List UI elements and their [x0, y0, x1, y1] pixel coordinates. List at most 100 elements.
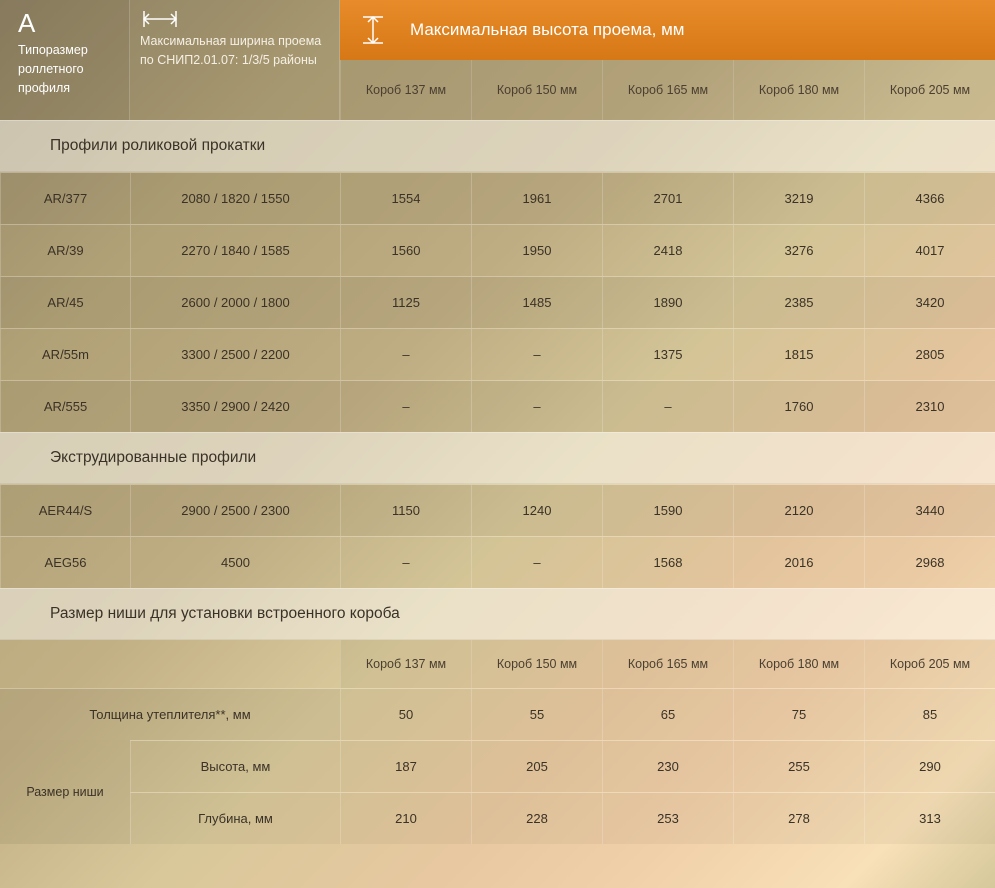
section-rows: AER44/S 2900 / 2500 / 2300 1150 1240 159…: [0, 484, 995, 588]
cell-value: 2418: [602, 225, 733, 276]
cell-value: 228: [471, 793, 602, 844]
header-col-profile: А Типоразмер роллетного профиля: [0, 0, 130, 120]
profile-name: AR/555: [0, 381, 130, 432]
box-col-header: Короб 137 мм: [340, 60, 471, 120]
box-col-header: Короб 180 мм: [733, 60, 864, 120]
cell-value: 1485: [471, 277, 602, 328]
cell-value: 2385: [733, 277, 864, 328]
cell-value: –: [471, 329, 602, 380]
header-col-width: Максимальная ширина проема по СНИП2.01.0…: [130, 0, 340, 120]
profile-width: 2270 / 1840 / 1585: [130, 225, 340, 276]
niche-depth-label: Глубина, мм: [130, 793, 340, 844]
cell-value: 1890: [602, 277, 733, 328]
cell-value: 1375: [602, 329, 733, 380]
profile-name: AR/45: [0, 277, 130, 328]
spacer: [0, 640, 340, 688]
profile-name: AR/39: [0, 225, 130, 276]
profile-width: 4500: [130, 537, 340, 588]
cell-value: 1150: [340, 485, 471, 536]
cell-value: 3276: [733, 225, 864, 276]
niche-header: Короб 137 мм Короб 150 мм Короб 165 мм К…: [0, 640, 995, 688]
cell-value: 65: [602, 689, 733, 740]
section-title: Экструдированные профили: [0, 432, 995, 484]
profile-name: AER44/S: [0, 485, 130, 536]
insulation-label: Толщина утеплителя**, мм: [0, 689, 340, 740]
cell-value: 2968: [864, 537, 995, 588]
profile-width: 2600 / 2000 / 1800: [130, 277, 340, 328]
box-col-header: Короб 180 мм: [733, 640, 864, 688]
cell-value: 1554: [340, 173, 471, 224]
section-rows: AR/377 2080 / 1820 / 1550 1554 1961 2701…: [0, 172, 995, 432]
niche-size-group: Размер ниши Высота, мм 187 205 230 255 2…: [0, 740, 995, 844]
table-row: AEG56 4500 – – 1568 2016 2968: [0, 536, 995, 588]
cell-value: 2016: [733, 537, 864, 588]
header-letter: А: [18, 8, 119, 39]
profile-width: 2080 / 1820 / 1550: [130, 173, 340, 224]
profile-name: AR/55m: [0, 329, 130, 380]
box-col-header: Короб 205 мм: [864, 60, 995, 120]
cell-value: 255: [733, 741, 864, 792]
cell-value: 230: [602, 741, 733, 792]
cell-value: 1590: [602, 485, 733, 536]
table-row: AR/39 2270 / 1840 / 1585 1560 1950 2418 …: [0, 224, 995, 276]
cell-value: 2120: [733, 485, 864, 536]
cell-value: –: [340, 329, 471, 380]
cell-value: –: [602, 381, 733, 432]
niche-depth-row: Глубина, мм 210 228 253 278 313: [130, 792, 995, 844]
niche-height-row: Высота, мм 187 205 230 255 290: [130, 740, 995, 792]
profile-width: 3300 / 2500 / 2200: [130, 329, 340, 380]
header-orange-bar: Максимальная высота проема, мм: [340, 0, 995, 60]
cell-value: 1568: [602, 537, 733, 588]
cell-value: 1240: [471, 485, 602, 536]
cell-value: 3219: [733, 173, 864, 224]
cell-value: 2310: [864, 381, 995, 432]
cell-value: 278: [733, 793, 864, 844]
niche-height-label: Высота, мм: [130, 741, 340, 792]
table-row: AR/377 2080 / 1820 / 1550 1554 1961 2701…: [0, 172, 995, 224]
niche-group-label: Размер ниши: [0, 740, 130, 844]
header-width-label: Максимальная ширина проема по СНИП2.01.0…: [140, 32, 329, 70]
cell-value: –: [340, 537, 471, 588]
header-right: Максимальная высота проема, мм Короб 137…: [340, 0, 995, 120]
table-row: AER44/S 2900 / 2500 / 2300 1150 1240 159…: [0, 484, 995, 536]
box-col-header: Короб 150 мм: [471, 60, 602, 120]
niche-insulation-row: Толщина утеплителя**, мм 50 55 65 75 85: [0, 688, 995, 740]
cell-value: 4366: [864, 173, 995, 224]
height-arrow-icon: [360, 13, 386, 47]
header-box-columns: Короб 137 мм Короб 150 мм Короб 165 мм К…: [340, 60, 995, 120]
table-row: AR/555 3350 / 2900 / 2420 – – – 1760 231…: [0, 380, 995, 432]
box-col-header: Короб 165 мм: [602, 640, 733, 688]
cell-value: 75: [733, 689, 864, 740]
cell-value: 210: [340, 793, 471, 844]
cell-value: –: [340, 381, 471, 432]
cell-value: 313: [864, 793, 995, 844]
cell-value: 2701: [602, 173, 733, 224]
box-col-header: Короб 150 мм: [471, 640, 602, 688]
cell-value: 253: [602, 793, 733, 844]
box-col-header: Короб 205 мм: [864, 640, 995, 688]
cell-value: 1950: [471, 225, 602, 276]
header-profile-label: Типоразмер роллетного профиля: [18, 41, 119, 97]
box-col-header: Короб 137 мм: [340, 640, 471, 688]
section-title: Размер ниши для установки встроенного ко…: [0, 588, 995, 640]
cell-value: 1760: [733, 381, 864, 432]
cell-value: 187: [340, 741, 471, 792]
cell-value: –: [471, 381, 602, 432]
cell-value: 290: [864, 741, 995, 792]
cell-value: 4017: [864, 225, 995, 276]
cell-value: 3420: [864, 277, 995, 328]
cell-value: 55: [471, 689, 602, 740]
cell-value: 1125: [340, 277, 471, 328]
cell-value: 1815: [733, 329, 864, 380]
cell-value: 85: [864, 689, 995, 740]
table-row: AR/45 2600 / 2000 / 1800 1125 1485 1890 …: [0, 276, 995, 328]
table-header: А Типоразмер роллетного профиля Максимал…: [0, 0, 995, 120]
profile-name: AEG56: [0, 537, 130, 588]
box-col-header: Короб 165 мм: [602, 60, 733, 120]
cell-value: 3440: [864, 485, 995, 536]
table-row: AR/55m 3300 / 2500 / 2200 – – 1375 1815 …: [0, 328, 995, 380]
section-title: Профили роликовой прокатки: [0, 120, 995, 172]
profile-width: 2900 / 2500 / 2300: [130, 485, 340, 536]
cell-value: 205: [471, 741, 602, 792]
profile-width: 3350 / 2900 / 2420: [130, 381, 340, 432]
